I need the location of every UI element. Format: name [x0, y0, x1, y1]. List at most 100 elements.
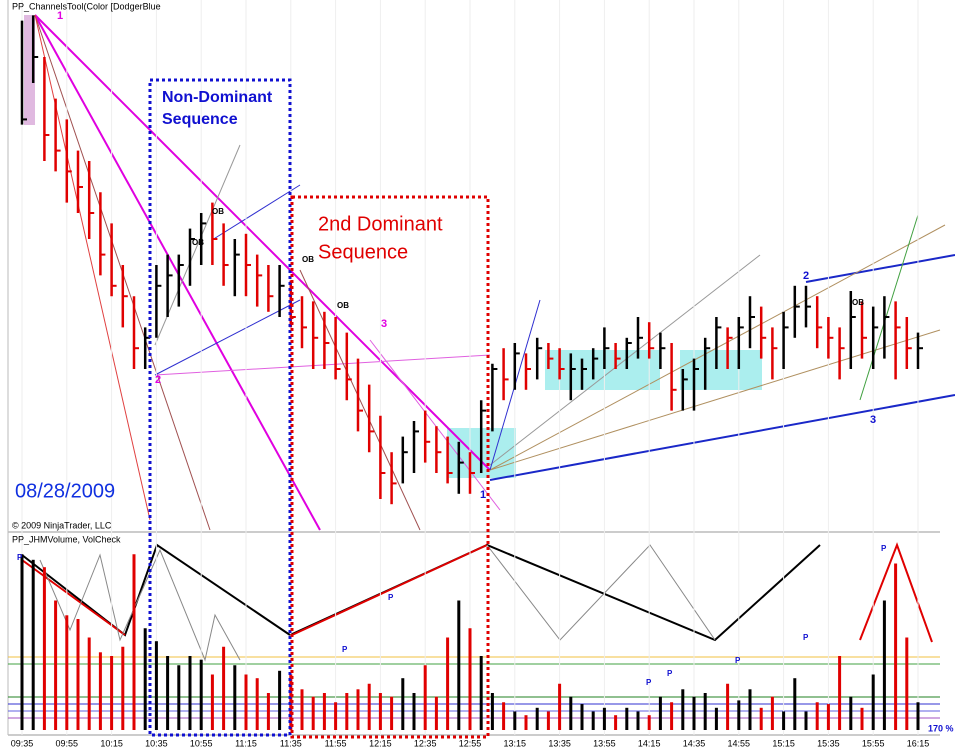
annotation: 170 %	[928, 723, 954, 733]
volume-bar	[300, 689, 304, 730]
x-tick-label: 12:35	[414, 738, 437, 748]
volume-bar	[670, 702, 674, 730]
volume-bar	[815, 702, 819, 730]
annotation: 08/28/2009	[15, 480, 115, 502]
volume-bar	[54, 600, 58, 730]
volume-bar	[726, 683, 730, 730]
volume-title: PP_JHMVolume, VolCheck	[12, 534, 121, 544]
volume-bar	[244, 674, 248, 730]
volume-bar	[233, 665, 237, 730]
annotation: OB	[302, 255, 314, 264]
x-tick-label: 11:35	[280, 738, 302, 748]
volume-bar	[714, 707, 718, 730]
volume-bar	[580, 704, 584, 730]
annotation: 1	[480, 489, 486, 501]
annotation: 3	[870, 414, 876, 426]
volume-bar	[65, 615, 69, 730]
volume-bar	[367, 683, 371, 730]
volume-bar	[602, 707, 606, 730]
volume-bar	[423, 665, 427, 730]
volume-bar	[188, 656, 192, 730]
volume-bar	[255, 678, 259, 730]
volume-bar	[636, 711, 640, 730]
volume-bar	[759, 707, 763, 730]
annotation: 2	[803, 270, 809, 282]
volume-bar	[737, 700, 741, 730]
volume-bar	[502, 702, 506, 730]
volume-bar	[625, 707, 629, 730]
annotation: OB	[192, 238, 204, 247]
volume-bar	[378, 693, 382, 730]
volume-bar	[681, 689, 685, 730]
volume-bar	[199, 659, 203, 730]
annotation: OB	[337, 301, 349, 310]
volume-bar	[177, 665, 181, 730]
volume-bar	[748, 689, 752, 730]
volume-bar	[390, 696, 394, 730]
annotation: OB	[852, 298, 864, 307]
volume-bar	[110, 656, 114, 730]
volume-bar	[614, 715, 618, 730]
x-tick-label: 09:35	[11, 738, 34, 748]
volume-bar	[782, 711, 786, 730]
copyright: © 2009 NinjaTrader, LLC	[12, 520, 112, 530]
volume-bar	[42, 567, 46, 730]
x-tick-label: 16:15	[907, 738, 930, 748]
volume-bar	[76, 619, 80, 730]
volume-bar	[434, 696, 438, 730]
plots	[20, 0, 923, 735]
annotation: OB	[212, 207, 224, 216]
volume-bar	[98, 652, 102, 730]
volume-bar	[322, 693, 326, 730]
volume-bar	[658, 696, 662, 730]
volume-bar	[804, 711, 808, 730]
volume-bar	[490, 693, 494, 730]
x-tick-label: 14:35	[683, 738, 706, 748]
volume-bar	[278, 670, 282, 730]
x-tick-label: 10:55	[190, 738, 213, 748]
volume-bar	[826, 704, 830, 730]
x-tick-label: 11:15	[235, 738, 257, 748]
volume-bar	[468, 628, 472, 730]
volume-bar	[334, 702, 338, 730]
volume-bar	[894, 563, 898, 730]
volume-bar	[143, 628, 147, 730]
volume-bar	[513, 711, 517, 730]
volume-bar	[916, 702, 920, 730]
annotation: 2	[155, 374, 161, 386]
x-tick-label: 15:15	[772, 738, 795, 748]
x-tick-label: 14:55	[728, 738, 751, 748]
volume-bar	[692, 696, 696, 730]
volume-bar	[446, 637, 450, 730]
x-tick-label: 13:55	[593, 738, 616, 748]
indicator-title: PP_ChannelsTool(Color [DodgerBlue	[12, 1, 161, 11]
x-tick-label: 15:55	[862, 738, 885, 748]
volume-bar	[87, 637, 91, 730]
volume-bar	[222, 646, 226, 730]
volume-bar	[838, 656, 842, 730]
volume-bar	[479, 656, 483, 730]
volume-bar	[882, 600, 886, 730]
volume-bar	[770, 696, 774, 730]
volume-bar	[591, 711, 595, 730]
volume-bar	[524, 715, 528, 730]
volume-bar	[647, 715, 651, 730]
non-dominant-box	[148, 78, 292, 737]
volume-bar	[703, 693, 707, 730]
x-tick-label: 12:15	[369, 738, 392, 748]
annotation: 3	[381, 318, 387, 330]
x-tick-label: 15:35	[817, 738, 840, 748]
cyan-box	[680, 350, 762, 390]
dominant-box	[290, 195, 490, 739]
volume-bar	[311, 696, 315, 730]
volume-bar	[793, 678, 797, 730]
volume-bar	[132, 554, 136, 730]
volume-bar	[860, 707, 864, 730]
volume-bar	[412, 693, 416, 730]
x-tick-label: 10:35	[145, 738, 168, 748]
x-tick-label: 10:15	[100, 738, 123, 748]
annotation: P	[803, 633, 809, 642]
x-tick-label: 14:15	[638, 738, 661, 748]
annotation: 1	[57, 10, 63, 22]
